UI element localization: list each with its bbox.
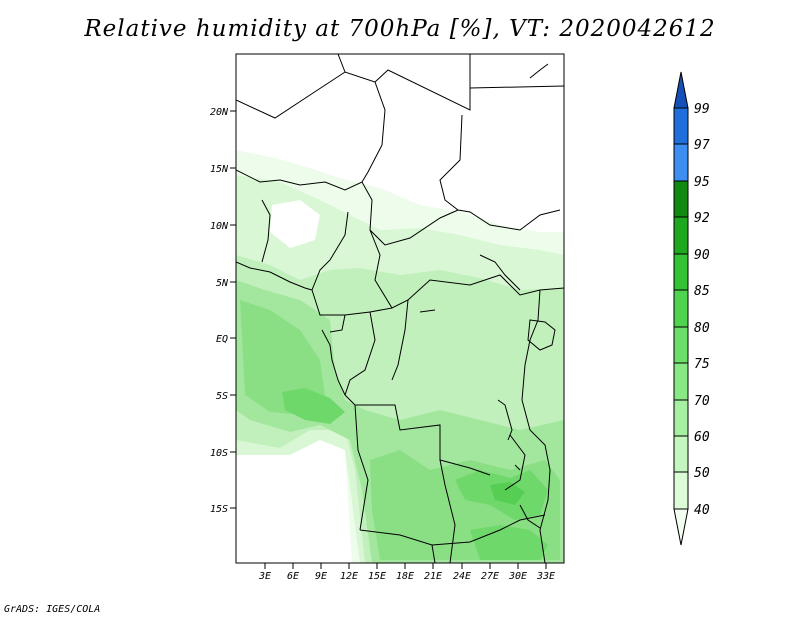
border-line — [337, 54, 346, 73]
lat-label: 5N — [216, 278, 229, 289]
lon-ticks — [264, 563, 547, 569]
humidity-band-80 — [282, 388, 345, 424]
lon-label: 9E — [315, 571, 327, 582]
colorbar-top-arrow — [673, 71, 689, 109]
grads-credit: GrADS: IGES/COLA — [4, 604, 101, 615]
lon-label: 3E — [258, 571, 271, 582]
border-line — [391, 299, 409, 381]
lon-label: 12E — [340, 571, 358, 582]
colorbar-label: 75 — [694, 357, 710, 372]
colorbar-segment — [673, 216, 689, 255]
colorbar-segment — [673, 326, 689, 364]
colorbar-segment — [673, 471, 689, 510]
humidity-band-75 — [240, 300, 325, 415]
map-frame — [235, 53, 565, 564]
border-line — [374, 54, 471, 111]
border-line — [359, 514, 546, 546]
lon-label: 21E — [424, 571, 442, 582]
lake-outline — [519, 504, 541, 529]
colorbar-label: 85 — [694, 284, 710, 299]
colorbar-segment — [673, 362, 689, 401]
lake-outline — [527, 319, 556, 351]
colorbar-label: 60 — [694, 430, 710, 445]
colorbar-label: 99 — [694, 102, 710, 117]
border-line — [311, 211, 349, 291]
colorbar-bottom-arrow — [673, 508, 689, 546]
border-line — [479, 254, 521, 291]
colorbar-label: 90 — [694, 248, 710, 263]
colorbar-segment — [673, 399, 689, 437]
humidity-band-85 — [490, 482, 525, 505]
colorbar-label: 80 — [694, 321, 710, 336]
lake-outline — [419, 309, 436, 313]
lon-label: 15E — [368, 571, 386, 582]
lake-outline — [514, 464, 521, 471]
dry-patch — [270, 200, 320, 248]
colorbar-label: 50 — [694, 466, 710, 481]
lon-label: 30E — [508, 571, 527, 582]
lat-ticks — [230, 110, 236, 509]
colorbar-label: 95 — [694, 175, 710, 190]
lon-label: 27E — [481, 571, 499, 582]
map-title: Relative humidity at 700hPa [%], VT: 202… — [84, 16, 716, 42]
colorbar — [673, 71, 689, 546]
border-line — [236, 169, 459, 246]
border-line — [504, 434, 526, 491]
colorbar-segment — [673, 107, 689, 145]
border-line — [369, 229, 564, 309]
lat-label: EQ — [216, 334, 228, 345]
lon-label: 18E — [396, 571, 414, 582]
colorbar-segment — [673, 289, 689, 328]
lat-label: 10N — [210, 221, 229, 232]
border-line — [439, 114, 561, 231]
lon-label: 6E — [287, 571, 299, 582]
colorbar-segment — [673, 143, 689, 182]
colorbar-segment — [673, 435, 689, 473]
colorbar-label: 40 — [694, 503, 710, 518]
lon-label: 24E — [453, 571, 471, 582]
coastline — [321, 329, 346, 396]
lake-outline — [497, 399, 513, 441]
dry-patch — [236, 440, 352, 563]
colorbar-segment — [673, 180, 689, 218]
colorbar-segment — [673, 253, 689, 291]
colorbar-label: 70 — [694, 394, 710, 409]
lat-label: 15S — [210, 504, 228, 515]
border-line — [344, 311, 376, 396]
colorbar-labels: 99 97 95 92 90 85 80 75 70 60 50 40 — [694, 102, 710, 518]
red-sea-coast — [529, 63, 549, 79]
country-borders — [236, 54, 564, 563]
lon-label: 33E — [536, 571, 555, 582]
lat-label: 10S — [210, 448, 228, 459]
border-line — [344, 394, 491, 476]
border-line — [329, 314, 346, 333]
border-line — [354, 404, 369, 531]
border-line — [431, 544, 436, 563]
border-line — [439, 459, 456, 563]
border-line — [469, 85, 564, 89]
lat-label: 15N — [210, 164, 229, 175]
border-line — [521, 399, 551, 563]
lat-label: 20N — [210, 107, 229, 118]
lat-labels: 20N 15N 10N 5N EQ 5S 10S 15S — [210, 107, 229, 515]
border-line — [521, 289, 541, 401]
colorbar-label: 92 — [694, 211, 710, 226]
colorbar-label: 97 — [694, 138, 710, 153]
border-line — [261, 199, 271, 263]
lat-label: 5S — [216, 391, 228, 402]
coastline — [236, 261, 313, 291]
lon-labels: 3E 6E 9E 12E 15E 18E 21E 24E 27E 30E 33E — [258, 571, 555, 582]
